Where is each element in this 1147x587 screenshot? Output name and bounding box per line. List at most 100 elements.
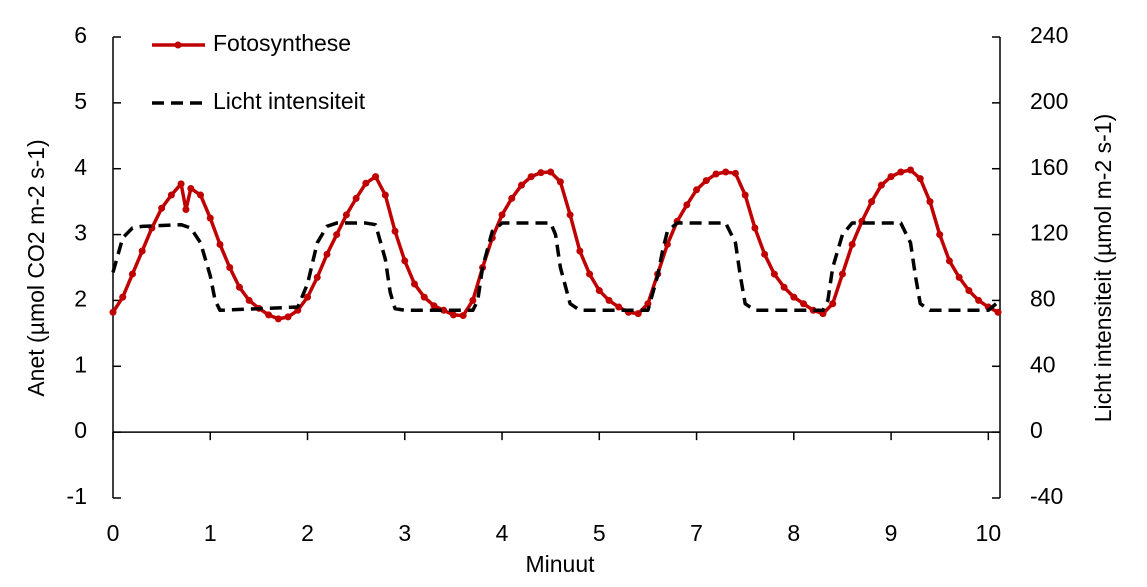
data-point [119, 293, 127, 301]
data-point [226, 264, 234, 271]
data-point [838, 270, 846, 278]
data-point [994, 308, 1002, 316]
data-point [391, 227, 399, 235]
y-tick-label: 1 [74, 351, 87, 377]
x-tick-label: 9 [885, 520, 898, 546]
y-tick-label: 5 [74, 88, 87, 114]
x-tick-label: 4 [496, 520, 509, 546]
data-point [508, 194, 516, 202]
data-point [605, 296, 613, 304]
data-point [498, 211, 506, 219]
data-point [790, 293, 798, 301]
legend-label: Licht intensiteit [213, 88, 366, 114]
data-point [576, 247, 584, 255]
data-point [780, 283, 788, 291]
x-tick-label: 3 [398, 520, 411, 546]
y2-tick-label: -40 [1030, 483, 1063, 509]
data-point [109, 308, 117, 316]
y-tick-label: 6 [74, 22, 87, 48]
legend-label: Fotosynthese [213, 30, 351, 56]
data-point [800, 300, 808, 308]
data-point [566, 211, 574, 219]
data-point [731, 169, 739, 177]
y2-tick-label: 40 [1030, 351, 1056, 377]
data-point [829, 300, 837, 308]
data-point [712, 170, 720, 178]
x-axis-title: Minuut [525, 551, 595, 577]
y2-tick-label: 160 [1030, 154, 1068, 180]
x-tick-label: 10 [976, 520, 1002, 546]
data-point [751, 224, 759, 232]
data-point [517, 181, 525, 189]
series-line [111, 221, 1002, 313]
data-point [411, 280, 419, 288]
data-point [313, 273, 321, 281]
data-point [897, 168, 905, 176]
y2-axis-title: Licht intensiteit (µmol m-2 s-1) [1090, 114, 1116, 423]
data-point [916, 175, 924, 183]
data-point [274, 315, 282, 323]
data-point [372, 173, 380, 181]
data-point [459, 312, 467, 320]
data-point [634, 310, 642, 318]
y-tick-label: -1 [67, 483, 87, 509]
data-point [644, 300, 652, 308]
data-point [469, 296, 477, 304]
data-point [449, 311, 457, 319]
data-point [138, 247, 146, 255]
y2-tick-label: 240 [1030, 22, 1068, 48]
data-point [537, 169, 545, 177]
data-point [182, 206, 190, 214]
data-point [887, 173, 895, 181]
y-axis-title: Anet (µmol CO2 m-2 s-1) [23, 139, 49, 396]
data-point [741, 191, 749, 199]
data-point [683, 201, 691, 209]
legend-marker [174, 41, 182, 49]
y-tick-label: 4 [74, 154, 87, 180]
x-tick-label: 5 [593, 520, 606, 546]
data-point [556, 178, 564, 186]
data-point [770, 270, 778, 278]
data-point [936, 231, 944, 239]
x-tick-label: 7 [690, 520, 703, 546]
data-point [265, 311, 273, 319]
data-point [868, 198, 876, 206]
data-point [401, 257, 409, 265]
data-point [284, 313, 292, 321]
data-point [245, 296, 253, 304]
data-point [761, 250, 769, 258]
data-point [595, 287, 603, 295]
y2-tick-label: 120 [1030, 220, 1068, 246]
data-point [158, 204, 166, 212]
data-point [527, 173, 535, 181]
y2-tick-label: 80 [1030, 286, 1056, 312]
data-point [722, 168, 730, 176]
data-point [965, 287, 973, 295]
data-point [877, 181, 885, 189]
series-line [111, 168, 999, 321]
data-point [693, 186, 701, 194]
x-tick-label: 0 [107, 520, 120, 546]
data-point [323, 250, 331, 258]
data-point [333, 231, 341, 239]
data-point [420, 293, 428, 301]
y2-tick-label: 200 [1030, 88, 1068, 114]
data-point [304, 293, 312, 301]
data-point [926, 198, 934, 206]
data-point [907, 166, 915, 174]
x-tick-label: 1 [204, 520, 217, 546]
data-point [167, 191, 175, 199]
data-point [975, 296, 983, 304]
data-point [177, 180, 185, 188]
data-point [702, 177, 710, 185]
data-point [206, 214, 214, 222]
data-point [430, 302, 438, 310]
data-point [381, 191, 389, 199]
data-point [945, 257, 953, 265]
data-point [955, 273, 963, 281]
data-point [586, 270, 594, 278]
data-point [197, 191, 205, 199]
data-point [216, 240, 224, 248]
x-tick-label: 8 [787, 520, 800, 546]
